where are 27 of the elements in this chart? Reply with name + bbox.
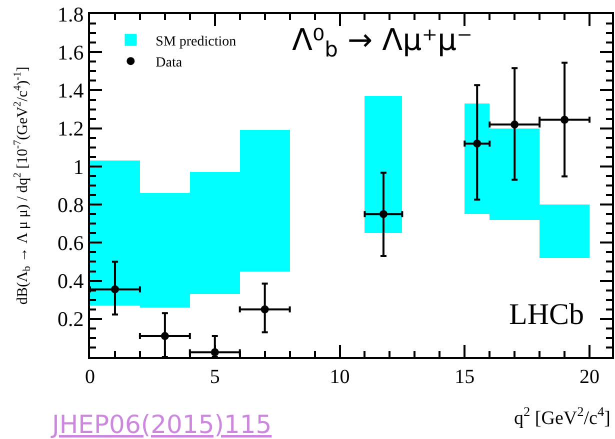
point xyxy=(260,305,269,314)
x-tick-label: 5 xyxy=(210,366,220,388)
point xyxy=(510,120,519,129)
y-tick-label: 0.6 xyxy=(58,231,84,256)
chart-title: Λ⁰$_{b}$ → Λμ⁺μ⁻ xyxy=(292,23,472,62)
point xyxy=(379,210,388,218)
point xyxy=(110,285,119,294)
y-tick-label: 1.2 xyxy=(58,116,84,141)
x-tick-label: 0 xyxy=(85,366,95,388)
legend-label: Data xyxy=(156,56,183,71)
point xyxy=(160,332,169,340)
y-tick-label: 1.6 xyxy=(58,40,84,64)
x-axis-title: q$^{2}$ [GeV$^{2}$/c$^{4}$] xyxy=(514,404,610,429)
y-tick-label: 1.4 xyxy=(58,78,84,103)
text: JHEP06(2015)115 xyxy=(50,410,272,439)
y-tick-label: 1.8 xyxy=(58,2,84,26)
legend-label: SM prediction xyxy=(156,34,236,50)
x-tick-label: 10 xyxy=(330,366,350,388)
y-tick-label: 0.4 xyxy=(58,269,84,294)
y-tick-label: 0.2 xyxy=(58,307,84,332)
x-tick-label: 15 xyxy=(454,366,475,388)
y-tick-label: 0.8 xyxy=(58,192,84,217)
point xyxy=(560,116,569,124)
y-tick-label: 1 xyxy=(73,154,84,179)
x-tick-label: 20 xyxy=(580,366,600,388)
point xyxy=(473,140,482,148)
annotation: LHCb xyxy=(509,298,584,331)
